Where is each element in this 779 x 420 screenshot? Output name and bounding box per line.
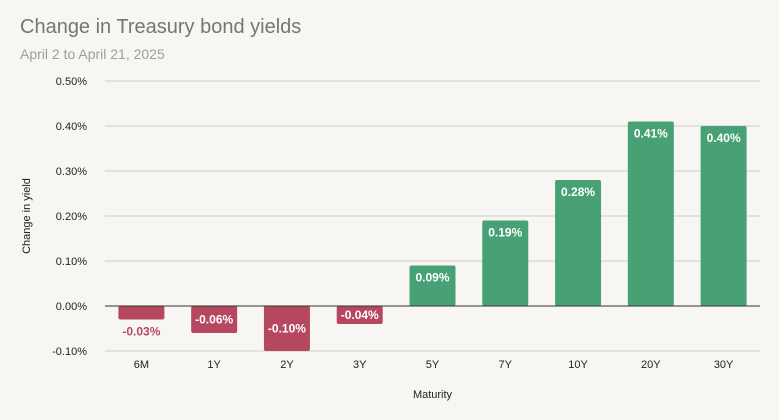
bar-6m [118,306,165,320]
data-label: -0.10% [268,322,306,336]
bar-3y [336,306,383,324]
data-label: 0.40% [707,131,741,145]
bar-5y [409,265,456,306]
y-tick-label: -0.10% [52,346,87,358]
data-label: -0.04% [341,308,379,322]
y-tick-label: 0.30% [56,166,87,178]
x-axis-title: Maturity [413,389,453,401]
chart-subtitle: April 2 to April 21, 2025 [20,46,165,62]
bar-10y [555,180,602,306]
bar-30y [700,126,747,306]
x-tick-label: 5Y [426,359,440,371]
x-tick-label: 6M [134,359,149,371]
bar-2y [263,306,310,351]
y-tick-label: 0.10% [56,256,87,268]
x-tick-label: 20Y [641,359,661,371]
x-tick-label: 30Y [714,359,734,371]
data-label: 0.09% [415,271,449,285]
y-axis-title: Change in yield [21,178,33,254]
data-label: 0.41% [634,127,668,141]
bar-20y [627,121,674,306]
x-tick-label: 2Y [280,359,294,371]
bar-7y [482,220,529,306]
chart-title: Change in Treasury bond yields [20,16,302,38]
axes: -0.10% 0.00% 0.10% 0.20% 0.30% 0.40% 0.50% 6M 1Y… [52,76,760,371]
y-tick-label: 0.50% [56,76,87,88]
data-label: -0.03% [122,325,160,339]
x-tick-label: 1Y [207,359,221,371]
bars: -0.03% -0.06% -0.10% -0.04% 0.09% 0.19% 0.28% 0… [118,121,747,351]
data-label: 0.19% [488,226,522,240]
y-tick-label: 0.20% [56,211,87,223]
y-tick-label: 0.00% [56,301,87,313]
x-tick-label: 7Y [499,359,513,371]
y-tick-label: 0.40% [56,121,87,133]
data-label: 0.28% [561,185,595,199]
x-tick-label: 3Y [353,359,367,371]
bar-1y [191,306,238,333]
x-tick-label: 10Y [568,359,588,371]
data-label: -0.06% [195,313,233,327]
